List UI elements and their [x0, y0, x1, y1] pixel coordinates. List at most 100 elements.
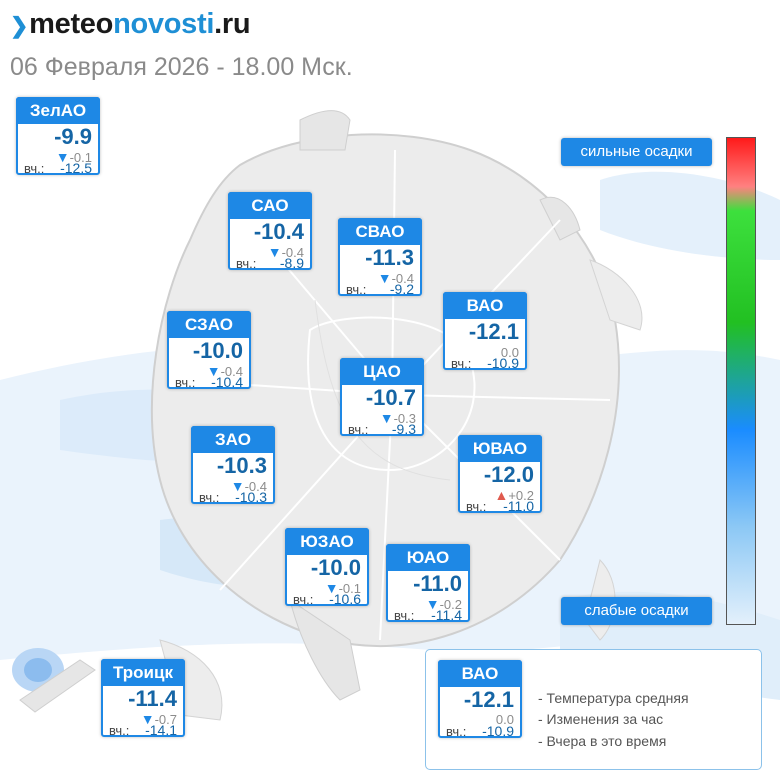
yesterday-label: вч.: — [451, 356, 472, 371]
yesterday-value: -11.0 — [503, 498, 534, 514]
yesterday-label: вч.: — [109, 723, 130, 738]
district-temperature: -10.7 — [365, 385, 416, 410]
district-card-szao: СЗАО -10.0 ▼-0.4 вч.: -10.4 — [167, 311, 251, 390]
district-change: 0.0 — [495, 712, 514, 727]
district-change: ▼-0.1 — [325, 580, 361, 596]
district-name: ЮВАО — [458, 435, 542, 462]
district-temperature: -10.0 — [310, 555, 361, 580]
change-value: 0.0 — [500, 345, 519, 360]
logo-chevron-icon: ❯ — [10, 13, 29, 38]
change-value: -0.1 — [69, 150, 92, 165]
change-value: -0.4 — [244, 479, 267, 494]
district-temperature: -12.0 — [483, 462, 534, 487]
district-card-sao: САО -10.4 ▼-0.4 вч.: -8.9 — [228, 192, 312, 271]
change-value: -0.1 — [338, 581, 361, 596]
arrow-down-icon: ▼ — [230, 478, 245, 494]
yesterday-label: вч.: — [236, 256, 257, 271]
yesterday-label: вч.: — [394, 608, 415, 623]
yesterday-value: -9.2 — [389, 281, 414, 297]
yesterday-value: -12.5 — [60, 160, 92, 176]
district-change: ▼-0.2 — [426, 596, 462, 612]
change-value: -0.2 — [439, 597, 462, 612]
arrow-down-icon: ▼ — [206, 363, 221, 379]
district-name: ВАО — [443, 292, 527, 319]
district-temperature: -12.1 — [468, 319, 519, 344]
yesterday-label: вч.: — [24, 161, 45, 176]
district-card-zao: ЗАО -10.3 ▼-0.4 вч.: -10.3 — [191, 426, 275, 505]
district-change: ▼-0.4 — [231, 478, 267, 494]
district-name: САО — [228, 192, 312, 219]
yesterday-label: вч.: — [199, 490, 220, 505]
arrow-down-icon: ▼ — [267, 244, 282, 260]
district-temperature: -10.0 — [192, 338, 243, 363]
change-value: +0.2 — [508, 488, 534, 503]
change-value: -0.4 — [281, 245, 304, 260]
yesterday-value: -10.4 — [211, 374, 243, 390]
yesterday-label: вч.: — [446, 724, 467, 739]
arrow-down-icon: ▼ — [425, 596, 440, 612]
legend-sample-card: ВАО -12.1 0.0 вч.: -10.9 — [438, 660, 522, 739]
scale-label-heavy: сильные осадки — [561, 138, 712, 166]
district-name: ЗелАО — [16, 97, 100, 124]
arrow-up-icon: ▲ — [494, 487, 509, 503]
district-temperature: -12.1 — [463, 687, 514, 712]
yesterday-label: вч.: — [466, 499, 487, 514]
district-name: ЦАО — [340, 358, 424, 385]
arrow-down-icon: ▼ — [377, 270, 392, 286]
district-change: ▼-0.4 — [207, 363, 243, 379]
district-change: 0.0 — [501, 344, 519, 360]
change-value: -0.7 — [154, 712, 177, 727]
change-value: -0.4 — [220, 364, 243, 379]
change-value: -0.4 — [391, 271, 414, 286]
legend-line-yesterday: - Вчера в это время — [538, 733, 667, 749]
arrow-down-icon: ▼ — [140, 711, 155, 727]
district-change: ▼-0.1 — [56, 149, 92, 165]
district-card-cao: ЦАО -10.7 ▼-0.3 вч.: -9.3 — [340, 358, 424, 437]
district-temperature: -10.3 — [216, 453, 267, 478]
arrow-down-icon: ▼ — [55, 149, 70, 165]
district-name: СЗАО — [167, 311, 251, 338]
yesterday-value: -14.1 — [145, 722, 177, 738]
yesterday-label: вч.: — [293, 592, 314, 607]
yesterday-label: вч.: — [348, 422, 369, 437]
district-temperature: -11.0 — [413, 571, 462, 596]
arrow-down-icon: ▼ — [379, 410, 394, 426]
district-card-vao: ВАО -12.1 0.0 вч.: -10.9 — [443, 292, 527, 371]
district-change: ▲+0.2 — [494, 487, 534, 503]
logo-part-novosti: novosti — [113, 8, 215, 40]
district-temperature: -10.4 — [253, 219, 304, 244]
district-name: СВАО — [338, 218, 422, 245]
district-card-svao: СВАО -11.3 ▼-0.4 вч.: -9.2 — [338, 218, 422, 297]
precipitation-scale-bar — [726, 137, 756, 625]
logo-part-meteo: meteo — [29, 8, 114, 40]
yesterday-value: -8.9 — [279, 255, 304, 271]
arrow-down-icon: ▼ — [324, 580, 339, 596]
district-card-yuvao: ЮВАО -12.0 ▲+0.2 вч.: -11.0 — [458, 435, 542, 514]
legend-line-change: - Изменения за час — [538, 711, 664, 727]
yesterday-value: -10.3 — [235, 489, 267, 505]
site-logo[interactable]: ❯meteonovosti.ru — [10, 8, 251, 41]
district-card-yuzao: ЮЗАО -10.0 ▼-0.1 вч.: -10.6 — [285, 528, 369, 607]
district-change: ▼-0.7 — [141, 711, 177, 727]
district-name: ВАО — [438, 660, 522, 687]
yesterday-value: -10.6 — [329, 591, 361, 607]
district-card-troitsk: Троицк -11.4 ▼-0.7 вч.: -14.1 — [101, 659, 185, 738]
yesterday-value: -10.9 — [487, 355, 519, 371]
yesterday-label: вч.: — [346, 282, 367, 297]
district-name: ЮЗАО — [285, 528, 369, 555]
logo-part-domain: .ru — [214, 8, 251, 40]
district-temperature: -11.4 — [128, 686, 177, 711]
district-card-zelao: ЗелАО -9.9 ▼-0.1 вч.: -12.5 — [16, 97, 100, 176]
legend-box: ВАО -12.1 0.0 вч.: -10.9 - Температура с… — [425, 649, 762, 770]
scale-label-light: слабые осадки — [561, 597, 712, 625]
district-temperature: -9.9 — [54, 124, 92, 149]
yesterday-value: -10.9 — [482, 723, 514, 739]
yesterday-value: -11.4 — [431, 607, 462, 623]
district-name: Троицк — [101, 659, 185, 686]
forecast-date: 06 Февраля 2026 - 18.00 Мск. — [10, 53, 353, 81]
yesterday-value: -9.3 — [391, 421, 416, 437]
district-change: ▼-0.3 — [380, 410, 416, 426]
district-temperature: -11.3 — [365, 245, 414, 270]
change-value: -0.3 — [393, 411, 416, 426]
district-name: ЮАО — [386, 544, 470, 571]
